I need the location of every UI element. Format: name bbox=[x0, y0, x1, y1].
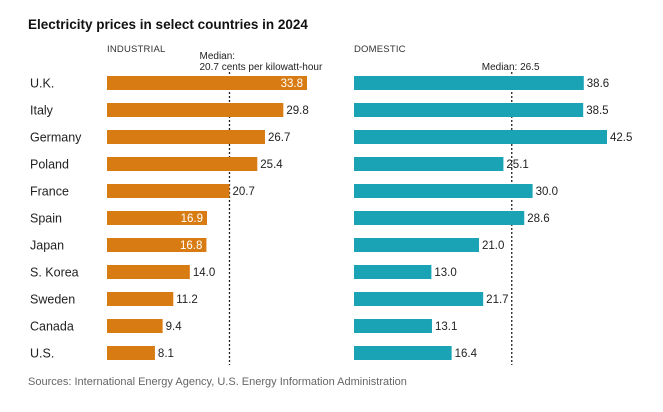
domestic-value-label: 16.4 bbox=[455, 348, 478, 360]
domestic-bar bbox=[354, 346, 452, 360]
industrial-value-label: 33.8 bbox=[281, 78, 303, 90]
industrial-value-label: 8.1 bbox=[158, 348, 174, 360]
industrial-value-label: 26.7 bbox=[268, 132, 290, 144]
category-label: Poland bbox=[30, 158, 69, 172]
category-label: U.K. bbox=[30, 77, 54, 91]
industrial-bar bbox=[107, 184, 230, 198]
domestic-bar bbox=[354, 130, 607, 144]
domestic-bar bbox=[354, 265, 432, 279]
industrial-bar bbox=[107, 346, 155, 360]
category-label: S. Korea bbox=[30, 266, 79, 280]
industrial-value-label: 14.0 bbox=[193, 267, 215, 279]
domestic-panel-header: DOMESTIC bbox=[354, 44, 406, 55]
domestic-bar bbox=[354, 319, 432, 333]
domestic-median-label: Median: 26.5 bbox=[482, 62, 540, 73]
domestic-bar bbox=[354, 103, 584, 117]
domestic-value-label: 28.6 bbox=[527, 213, 549, 225]
domestic-value-label: 42.5 bbox=[610, 132, 632, 144]
domestic-bar bbox=[354, 184, 533, 198]
category-label: Italy bbox=[30, 104, 54, 118]
industrial-bar bbox=[107, 157, 258, 171]
category-label: Japan bbox=[30, 239, 64, 253]
category-label: France bbox=[30, 185, 69, 199]
domestic-value-label: 38.5 bbox=[586, 105, 608, 117]
domestic-bar bbox=[354, 238, 480, 252]
industrial-value-label: 11.2 bbox=[176, 294, 198, 306]
domestic-value-label: 21.7 bbox=[486, 294, 508, 306]
category-label: Germany bbox=[30, 131, 82, 145]
industrial-bar bbox=[107, 292, 174, 306]
category-label: Sweden bbox=[30, 293, 75, 307]
domestic-value-label: 13.1 bbox=[435, 321, 457, 333]
industrial-median-label: 20.7 cents per kilowatt-hour bbox=[199, 62, 323, 73]
domestic-value-label: 38.6 bbox=[587, 78, 609, 90]
domestic-bar bbox=[354, 292, 484, 306]
industrial-median-label: Median: bbox=[199, 51, 235, 62]
domestic-value-label: 25.1 bbox=[506, 159, 528, 171]
category-label: Canada bbox=[30, 320, 74, 334]
industrial-bar bbox=[107, 103, 284, 117]
industrial-bar bbox=[107, 238, 207, 252]
industrial-value-label: 29.8 bbox=[286, 105, 308, 117]
domestic-bar bbox=[354, 211, 525, 225]
industrial-bar bbox=[107, 76, 307, 90]
industrial-bar bbox=[107, 319, 163, 333]
industrial-bar bbox=[107, 130, 265, 144]
domestic-value-label: 21.0 bbox=[482, 240, 504, 252]
domestic-bar bbox=[354, 157, 504, 171]
source-note: Sources: International Energy Agency, U.… bbox=[28, 376, 407, 388]
industrial-bar bbox=[107, 265, 190, 279]
industrial-value-label: 16.9 bbox=[181, 213, 203, 225]
domestic-value-label: 30.0 bbox=[536, 186, 558, 198]
industrial-panel-header: INDUSTRIAL bbox=[107, 44, 165, 55]
category-label: Spain bbox=[30, 212, 62, 226]
industrial-value-label: 20.7 bbox=[232, 186, 254, 198]
industrial-value-label: 16.8 bbox=[180, 240, 202, 252]
domestic-value-label: 13.0 bbox=[434, 267, 456, 279]
chart-title: Electricity prices in select countries i… bbox=[28, 17, 308, 32]
industrial-value-label: 9.4 bbox=[166, 321, 183, 333]
domestic-bar bbox=[354, 76, 584, 90]
industrial-bar bbox=[107, 211, 207, 225]
category-label: U.S. bbox=[30, 347, 54, 361]
industrial-value-label: 25.4 bbox=[260, 159, 283, 171]
